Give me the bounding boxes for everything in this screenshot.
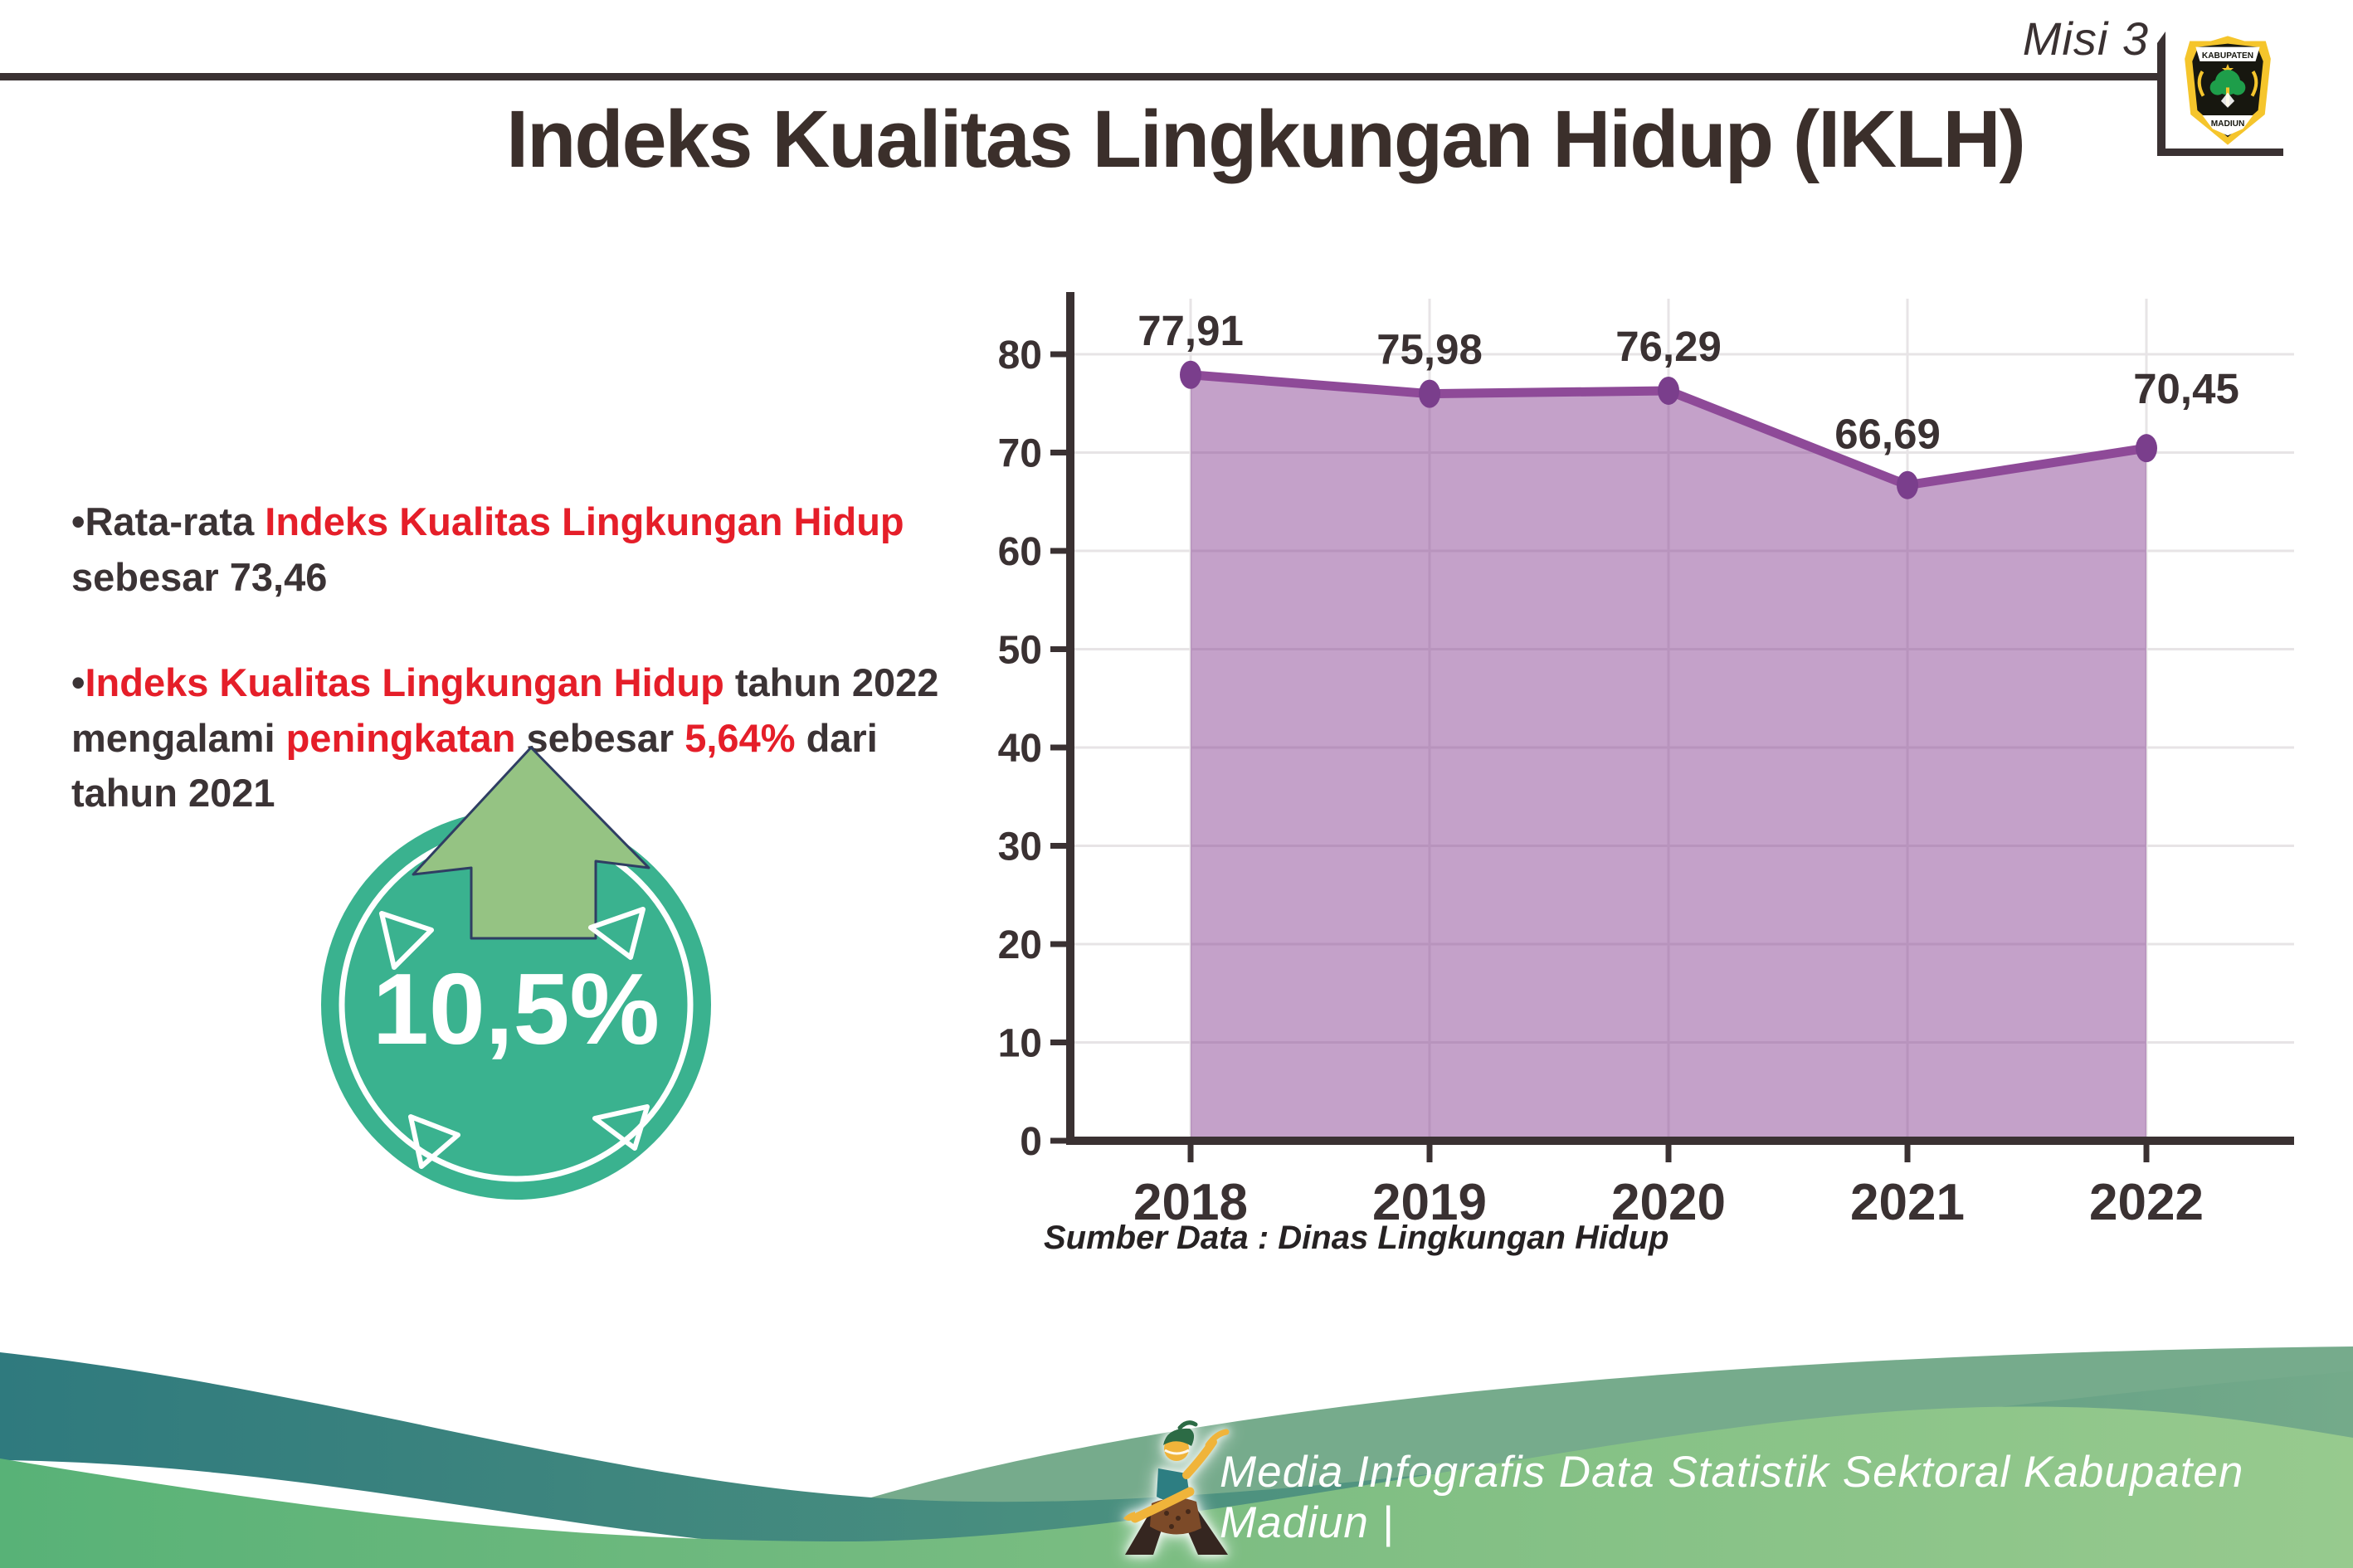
- body-text: tahun 2021: [71, 771, 275, 816]
- footer-waves: [0, 1346, 2353, 1568]
- body-text: Rata-rata: [85, 499, 266, 543]
- y-tick-label: 30: [998, 825, 1042, 869]
- data-point-label: 75,98: [1376, 326, 1483, 373]
- data-point: [1419, 379, 1440, 408]
- highlighted-text: Indeks Kualitas Lingkungan Hidup: [265, 499, 904, 543]
- x-tick-label: 2020: [1611, 1174, 1726, 1231]
- y-tick-label: 0: [1020, 1120, 1042, 1164]
- y-tick-label: 60: [998, 530, 1042, 574]
- body-text: dari: [795, 715, 878, 760]
- crest-bottom-text: MADIUN: [2211, 119, 2245, 129]
- data-point: [2136, 434, 2157, 463]
- mascot-icon: [1123, 1420, 1230, 1555]
- area-fill: [1191, 374, 2146, 1142]
- badge-circle: [321, 810, 711, 1200]
- body-text: sebesar: [515, 715, 685, 760]
- logo-bracket-vertical: [2157, 32, 2165, 156]
- body-text: tahun 2022: [723, 660, 939, 704]
- y-tick-label: 10: [998, 1022, 1042, 1066]
- page-title: Indeks Kualitas Lingkungan Hidup (IKLH): [506, 94, 2026, 184]
- bullet-dot: •: [71, 499, 85, 543]
- y-tick-label: 80: [998, 334, 1042, 377]
- x-tick-label: 2019: [1372, 1174, 1487, 1231]
- data-point: [1897, 470, 1918, 499]
- highlighted-text: peningkatan: [285, 715, 516, 760]
- y-tick-label: 50: [998, 629, 1042, 673]
- source-note: Sumber Data : Dinas Lingkungan Hidup: [1044, 1220, 1669, 1256]
- x-tick-label: 2018: [1133, 1174, 1248, 1231]
- data-point-label: 77,91: [1138, 307, 1244, 354]
- bullet-average-iklh: •Rata-rata Indeks Kualitas Lingkungan Hi…: [71, 494, 1009, 605]
- header-rule: [0, 73, 2159, 80]
- iklh-area-chart: 0 10 20 30 40 50 60 70 80 2018 2019 2020 2021 2022 77,…: [998, 292, 2294, 1231]
- body-text: sebesar 73,46: [71, 554, 328, 599]
- x-tick-label: 2021: [1850, 1174, 1965, 1231]
- body-text: mengalami: [71, 715, 286, 760]
- data-point-label: 70,45: [2133, 365, 2239, 412]
- y-tick-label: 70: [998, 432, 1042, 476]
- x-tick-label: 2022: [2089, 1174, 2204, 1231]
- logo-bracket-horizontal: [2157, 149, 2283, 156]
- highlighted-text: Indeks Kualitas Lingkungan Hidup: [85, 660, 724, 704]
- footer-caption: Media Infografis Data Statistik Sektoral…: [1220, 1448, 2244, 1547]
- misi-label: Misi 3: [2022, 12, 2149, 65]
- data-point-label: 66,69: [1834, 411, 1941, 458]
- bullet-dot: •: [71, 660, 85, 704]
- kabupaten-madiun-crest-icon: KABUPATEN MADIUN: [2185, 36, 2271, 145]
- y-tick-label: 20: [998, 923, 1042, 967]
- footer-wave-green: [0, 1406, 2353, 1568]
- y-tick-label: 40: [998, 727, 1042, 771]
- badge-value: 10,5%: [373, 952, 660, 1065]
- crest-top-text: KABUPATEN: [2202, 51, 2253, 61]
- data-point: [1658, 376, 1679, 405]
- highlighted-text: 5,64%: [684, 715, 796, 760]
- bullet-iklh-increase: •Indeks Kualitas Lingkungan Hidup tahun …: [71, 655, 1009, 821]
- data-point-label: 76,29: [1615, 323, 1722, 370]
- data-point: [1180, 360, 1201, 389]
- increase-badge: 10,5%: [321, 746, 711, 1200]
- up-arrow-icon: [412, 746, 650, 940]
